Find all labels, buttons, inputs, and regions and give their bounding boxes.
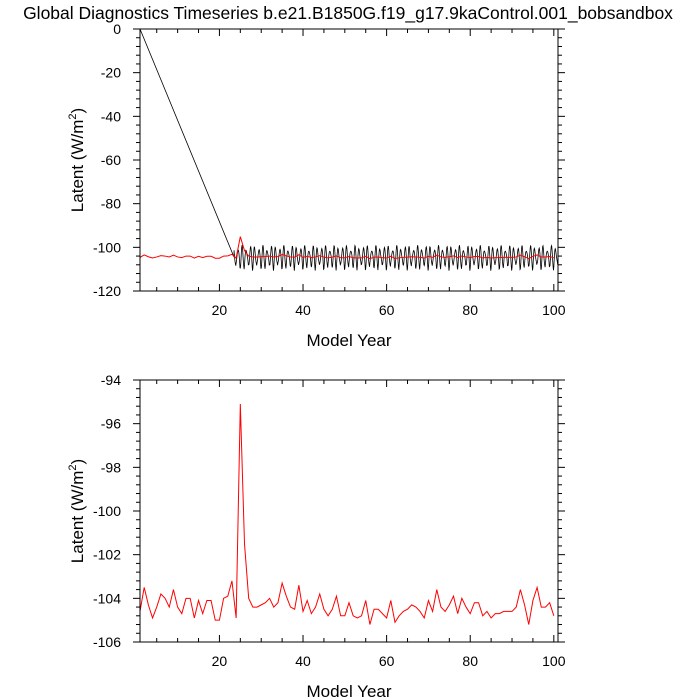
y-axis-label: Latent (W/m2) xyxy=(67,459,87,563)
annual-series-line-0 xyxy=(140,236,554,260)
y-tick-label: -96 xyxy=(101,416,121,432)
y-tick-label: -40 xyxy=(101,108,121,124)
x-axis-label: Model Year xyxy=(306,682,391,700)
top-panel: 20 40 60 80 100 0 -20 -40 -60 -80 -100 -120 Model Ye… xyxy=(67,21,566,350)
x-tick-label: 20 xyxy=(212,302,228,318)
y-axis-label: Latent (W/m2) xyxy=(67,108,87,212)
x-tick-label: 80 xyxy=(462,302,478,318)
y-tick-label: -100 xyxy=(93,503,121,519)
x-tick-label: 100 xyxy=(542,302,566,318)
series-group xyxy=(140,404,555,625)
x-tick-label: 60 xyxy=(379,653,395,669)
series-group xyxy=(140,29,558,271)
x-tick-label: 20 xyxy=(212,653,228,669)
x-tick-label: 60 xyxy=(379,302,395,318)
figure-title: Global Diagnostics Timeseries b.e21.B185… xyxy=(23,3,673,24)
y-tick-label: -102 xyxy=(93,547,121,563)
y-tick-label: 0 xyxy=(113,21,121,37)
x-axis-label: Model Year xyxy=(306,331,391,350)
plot-frame xyxy=(139,28,559,292)
y-tick-label: -60 xyxy=(101,152,121,168)
x-tick-label: 100 xyxy=(542,653,566,669)
y-tick-label: -104 xyxy=(93,590,121,606)
y-tick-label: -94 xyxy=(101,372,121,388)
y-tick-label: -80 xyxy=(101,196,121,212)
x-tick-label: 40 xyxy=(295,653,311,669)
y-tick-label: -20 xyxy=(101,65,121,81)
x-tick-label: 80 xyxy=(462,653,478,669)
y-tick-label: -98 xyxy=(101,459,121,475)
monthly-series-line-0 xyxy=(140,29,558,271)
annual-series-line-1 xyxy=(140,404,555,625)
y-tick-label: -106 xyxy=(93,634,121,650)
bottom-panel: 20 40 60 80 100 -94 -96 -98 -100 -102 -104 -106 Mode… xyxy=(67,372,566,700)
y-tick-label: -120 xyxy=(93,283,121,299)
x-tick-label: 40 xyxy=(295,302,311,318)
y-tick-label: -100 xyxy=(93,239,121,255)
